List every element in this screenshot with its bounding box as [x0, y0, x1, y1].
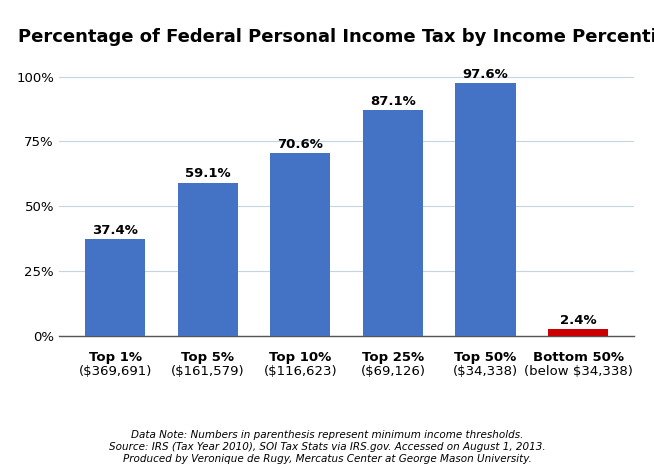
Bar	[270, 153, 330, 336]
Text: ($161,579): ($161,579)	[171, 365, 245, 378]
Text: Top 25%: Top 25%	[362, 351, 424, 364]
Bar	[548, 329, 608, 336]
Bar	[178, 183, 238, 336]
Bar	[363, 110, 423, 336]
Bar	[85, 239, 145, 336]
Text: 59.1%: 59.1%	[185, 167, 230, 180]
Title: Percentage of Federal Personal Income Tax by Income Percentile: Percentage of Federal Personal Income Ta…	[18, 28, 654, 46]
Text: 97.6%: 97.6%	[462, 68, 508, 81]
Text: ($116,623): ($116,623)	[264, 365, 337, 378]
Text: 87.1%: 87.1%	[370, 95, 416, 108]
Text: 37.4%: 37.4%	[92, 224, 138, 237]
Text: Top 10%: Top 10%	[269, 351, 332, 364]
Text: (below $34,338): (below $34,338)	[524, 365, 632, 378]
Text: ($34,338): ($34,338)	[453, 365, 518, 378]
Text: 70.6%: 70.6%	[277, 137, 323, 151]
Text: ($369,691): ($369,691)	[78, 365, 152, 378]
Text: Top 50%: Top 50%	[455, 351, 517, 364]
Text: 2.4%: 2.4%	[560, 314, 596, 327]
Text: Top 1%: Top 1%	[88, 351, 142, 364]
Text: Data Note: Numbers in parenthesis represent minimum income thresholds.
Source: I: Data Note: Numbers in parenthesis repres…	[109, 431, 545, 464]
Text: ($69,126): ($69,126)	[360, 365, 425, 378]
Text: Top 5%: Top 5%	[181, 351, 234, 364]
Bar	[455, 83, 515, 336]
Text: Bottom 50%: Bottom 50%	[532, 351, 624, 364]
